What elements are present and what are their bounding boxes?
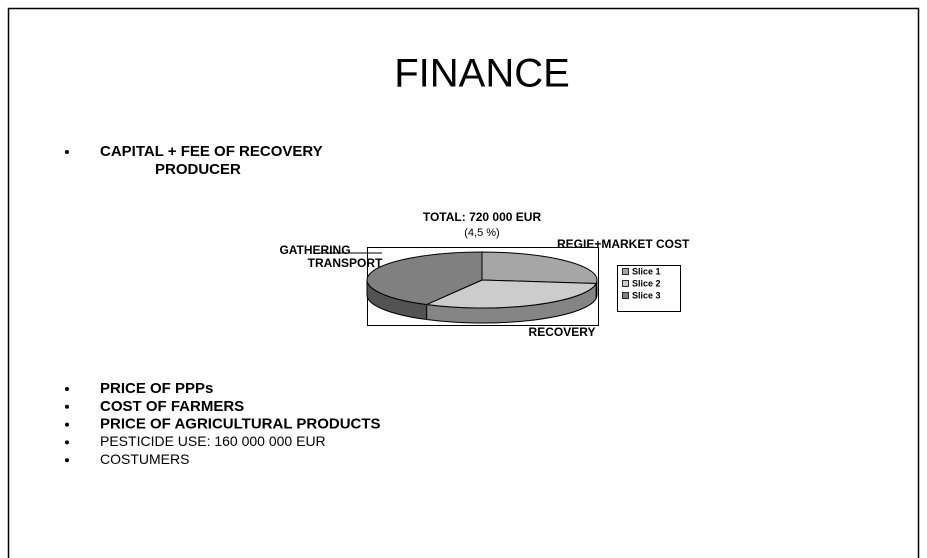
bullet <box>65 440 69 445</box>
bullet <box>65 150 69 154</box>
bullet <box>65 422 69 427</box>
pie-slice <box>366 251 483 306</box>
pie-slice <box>424 279 597 309</box>
slide-border <box>7 7 920 558</box>
legend-label: Slice 3 <box>632 290 661 300</box>
legend-label: Slice 1 <box>632 266 661 276</box>
bullet <box>65 387 69 391</box>
slice-label: RECOVERY <box>529 325 596 339</box>
bullet-text: PESTICIDE USE: 160 000 000 EUR <box>100 433 326 449</box>
bullet-text: CAPITAL + FEE OF RECOVERY <box>100 143 323 160</box>
legend-swatch <box>622 280 629 287</box>
pie-slice <box>481 251 598 285</box>
legend-swatch <box>622 292 629 299</box>
slide-title: FINANCE <box>394 52 570 96</box>
bullet-text: COST OF FARMERS <box>100 398 244 415</box>
chart-subtitle: (4,5 %) <box>464 227 499 239</box>
slice-label: TRANSPORT <box>308 256 383 270</box>
bullet-text: COSTUMERS <box>100 451 189 467</box>
bullet <box>65 458 69 463</box>
slice-label: REGIE+MARKET COST <box>557 237 690 251</box>
slice-label: GATHERING <box>279 243 350 257</box>
legend-label: Slice 2 <box>632 278 661 288</box>
bullet-text: PRICE OF AGRICULTURAL PRODUCTS <box>100 416 381 433</box>
bullet <box>65 404 69 409</box>
bullet-subtext: PRODUCER <box>155 161 241 178</box>
chart-title: TOTAL: 720 000 EUR <box>423 210 542 224</box>
bullet-text: PRICE OF PPPs <box>100 380 213 397</box>
legend-swatch <box>622 268 629 275</box>
